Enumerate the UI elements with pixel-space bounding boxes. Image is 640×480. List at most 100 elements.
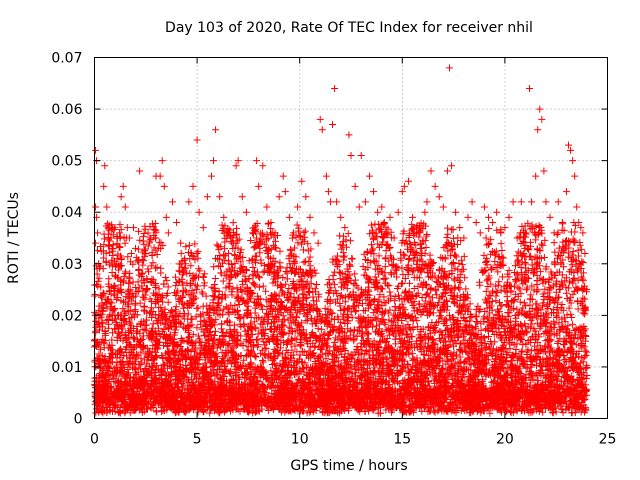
data-point xyxy=(276,247,284,255)
data-point xyxy=(152,227,160,235)
data-point xyxy=(342,236,350,244)
data-point xyxy=(152,284,160,292)
data-point xyxy=(482,325,490,333)
data-point xyxy=(351,276,359,284)
data-point xyxy=(379,238,387,246)
data-point xyxy=(564,284,572,292)
data-point xyxy=(256,249,264,257)
data-point xyxy=(259,282,267,290)
data-point xyxy=(261,267,269,275)
data-point xyxy=(404,360,412,368)
data-point xyxy=(487,236,495,244)
data-point xyxy=(368,246,376,254)
data-point xyxy=(558,301,566,309)
data-point xyxy=(343,274,351,282)
chart-title: Day 103 of 2020, Rate Of TEC Index for r… xyxy=(165,20,533,36)
data-point xyxy=(477,326,485,334)
data-point xyxy=(285,358,293,366)
data-point xyxy=(565,304,573,312)
data-point xyxy=(574,305,582,313)
data-point xyxy=(256,274,264,282)
data-point xyxy=(555,319,563,327)
data-point xyxy=(495,278,503,286)
data-point xyxy=(561,318,569,326)
data-point xyxy=(313,280,321,288)
data-point xyxy=(187,262,195,270)
data-point xyxy=(424,273,432,281)
data-point xyxy=(278,282,286,290)
data-point xyxy=(239,341,247,349)
data-point xyxy=(308,328,316,336)
data-point xyxy=(574,246,582,254)
data-point xyxy=(306,284,314,292)
data-point xyxy=(547,336,555,344)
data-point xyxy=(140,257,148,265)
data-point xyxy=(258,357,266,365)
data-point xyxy=(262,236,270,244)
data-point xyxy=(105,249,113,257)
data-point xyxy=(473,317,481,325)
data-point xyxy=(541,285,549,293)
data-point xyxy=(444,247,452,255)
data-point xyxy=(116,221,124,229)
data-point xyxy=(571,228,579,236)
data-point xyxy=(291,244,299,252)
data-point xyxy=(410,298,418,306)
data-point xyxy=(408,350,416,358)
data-point xyxy=(344,304,352,312)
data-point xyxy=(150,223,158,231)
data-point xyxy=(346,237,354,245)
data-point xyxy=(185,290,193,298)
data-point xyxy=(578,354,586,362)
data-point xyxy=(105,320,113,328)
data-point xyxy=(210,263,218,271)
data-point xyxy=(278,350,286,358)
data-point xyxy=(228,347,236,355)
data-point xyxy=(391,385,399,393)
data-point xyxy=(379,234,387,242)
data-point xyxy=(300,229,308,237)
data-point xyxy=(121,239,129,247)
data-point xyxy=(363,329,371,337)
data-point xyxy=(155,311,163,319)
data-point xyxy=(401,252,409,260)
data-point xyxy=(298,319,306,327)
data-point xyxy=(375,252,383,260)
data-point xyxy=(144,229,152,237)
data-point xyxy=(518,347,526,355)
data-point xyxy=(497,240,505,248)
data-point xyxy=(260,232,268,240)
data-point xyxy=(528,282,536,290)
data-point xyxy=(236,315,244,323)
data-point xyxy=(340,345,348,353)
data-point xyxy=(179,304,187,312)
data-point xyxy=(374,240,382,248)
data-point xyxy=(437,368,445,376)
data-point xyxy=(572,341,580,349)
data-point xyxy=(441,268,449,276)
data-point xyxy=(297,342,305,350)
data-point xyxy=(318,325,326,333)
data-point xyxy=(462,285,470,293)
data-point xyxy=(219,277,227,285)
data-point xyxy=(547,284,555,292)
data-point xyxy=(401,337,409,345)
data-point xyxy=(560,227,568,235)
data-point xyxy=(393,273,401,281)
data-point xyxy=(194,332,202,340)
data-point xyxy=(516,285,524,293)
data-point xyxy=(124,253,132,261)
data-point xyxy=(344,230,352,238)
data-point xyxy=(511,262,519,270)
data-point xyxy=(470,407,478,415)
data-point xyxy=(288,328,296,336)
data-point xyxy=(449,234,457,242)
data-point xyxy=(528,347,536,355)
data-point xyxy=(418,294,426,302)
data-marks xyxy=(91,64,591,417)
data-point xyxy=(138,408,146,416)
data-point xyxy=(258,305,266,313)
data-point xyxy=(513,305,521,313)
data-point xyxy=(117,226,125,234)
